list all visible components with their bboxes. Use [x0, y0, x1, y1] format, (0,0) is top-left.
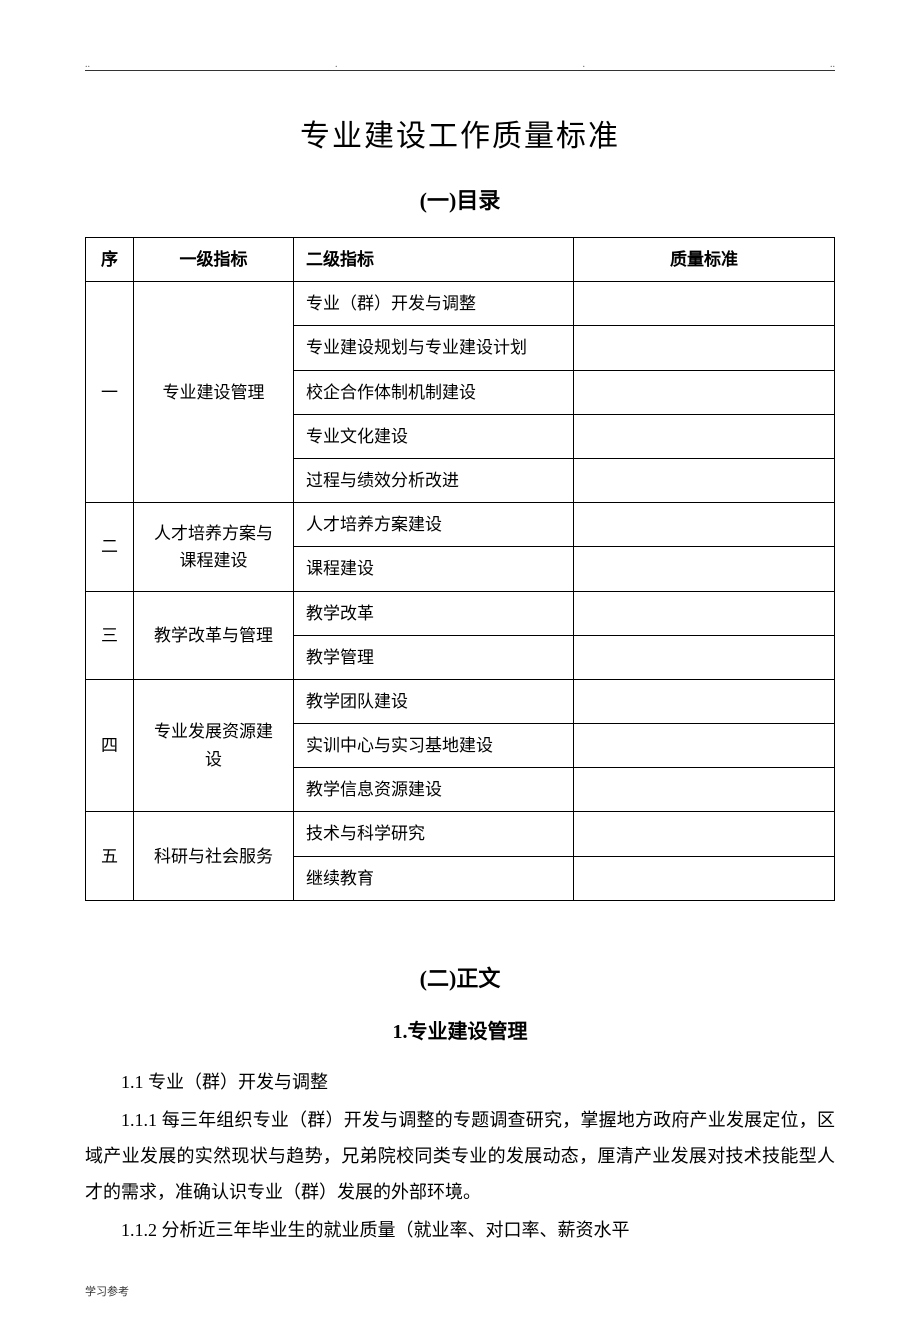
cell-quality: [574, 856, 835, 900]
cell-level2: 课程建设: [294, 547, 574, 591]
cell-level2: 专业（群）开发与调整: [294, 282, 574, 326]
cell-level2: 专业建设规划与专业建设计划: [294, 326, 574, 370]
table-row: 三教学改革与管理教学改革: [86, 591, 835, 635]
cell-quality: [574, 370, 835, 414]
cell-level2: 技术与科学研究: [294, 812, 574, 856]
cell-level1: 人才培养方案与课程建设: [134, 503, 294, 591]
cell-level2: 实训中心与实习基地建设: [294, 724, 574, 768]
main-title: 专业建设工作质量标准: [85, 111, 835, 155]
cell-level1: 科研与社会服务: [134, 812, 294, 900]
cell-seq: 三: [86, 591, 134, 679]
cell-level2: 过程与绩效分析改进: [294, 458, 574, 502]
cell-quality: [574, 414, 835, 458]
cell-seq: 四: [86, 679, 134, 812]
header-level2: 二级指标: [294, 238, 574, 282]
cell-quality: [574, 812, 835, 856]
cell-quality: [574, 326, 835, 370]
cell-seq: 一: [86, 282, 134, 503]
table-row: 五科研与社会服务技术与科学研究: [86, 812, 835, 856]
cell-quality: [574, 458, 835, 502]
cell-level1: 教学改革与管理: [134, 591, 294, 679]
cell-level2: 教学信息资源建设: [294, 768, 574, 812]
cell-seq: 五: [86, 812, 134, 900]
cell-level2: 校企合作体制机制建设: [294, 370, 574, 414]
cell-quality: [574, 547, 835, 591]
cell-level2: 教学管理: [294, 635, 574, 679]
toc-title: (一)目录: [85, 183, 835, 215]
paragraph-1-1-1: 1.1.1 每三年组织专业（群）开发与调整的专题调查研究，掌握地方政府产业发展定…: [85, 1102, 835, 1210]
cell-level2: 继续教育: [294, 856, 574, 900]
standards-table: 序 一级指标 二级指标 质量标准 一专业建设管理专业（群）开发与调整专业建设规划…: [85, 237, 835, 901]
paragraph-1-1-2: 1.1.2 分析近三年毕业生的就业质量（就业率、对口率、薪资水平: [85, 1212, 835, 1248]
header-divider: ......: [85, 70, 835, 71]
cell-quality: [574, 503, 835, 547]
cell-level2: 教学改革: [294, 591, 574, 635]
cell-level2: 专业文化建设: [294, 414, 574, 458]
header-quality: 质量标准: [574, 238, 835, 282]
cell-quality: [574, 724, 835, 768]
cell-level2: 教学团队建设: [294, 679, 574, 723]
table-header-row: 序 一级指标 二级指标 质量标准: [86, 238, 835, 282]
section-heading: 1.专业建设管理: [85, 1015, 835, 1044]
header-seq: 序: [86, 238, 134, 282]
cell-seq: 二: [86, 503, 134, 591]
footer-text: 学习参考: [85, 1283, 835, 1299]
cell-quality: [574, 679, 835, 723]
cell-level2: 人才培养方案建设: [294, 503, 574, 547]
sub-heading-1-1: 1.1 专业（群）开发与调整: [85, 1064, 835, 1100]
table-row: 一专业建设管理专业（群）开发与调整: [86, 282, 835, 326]
cell-quality: [574, 635, 835, 679]
cell-quality: [574, 768, 835, 812]
table-row: 二人才培养方案与课程建设人才培养方案建设: [86, 503, 835, 547]
table-row: 四专业发展资源建设教学团队建设: [86, 679, 835, 723]
cell-level1: 专业建设管理: [134, 282, 294, 503]
table-body: 一专业建设管理专业（群）开发与调整专业建设规划与专业建设计划校企合作体制机制建设…: [86, 282, 835, 901]
cell-quality: [574, 282, 835, 326]
header-level1: 一级指标: [134, 238, 294, 282]
cell-quality: [574, 591, 835, 635]
cell-level1: 专业发展资源建设: [134, 679, 294, 812]
content-title: (二)正文: [85, 961, 835, 993]
